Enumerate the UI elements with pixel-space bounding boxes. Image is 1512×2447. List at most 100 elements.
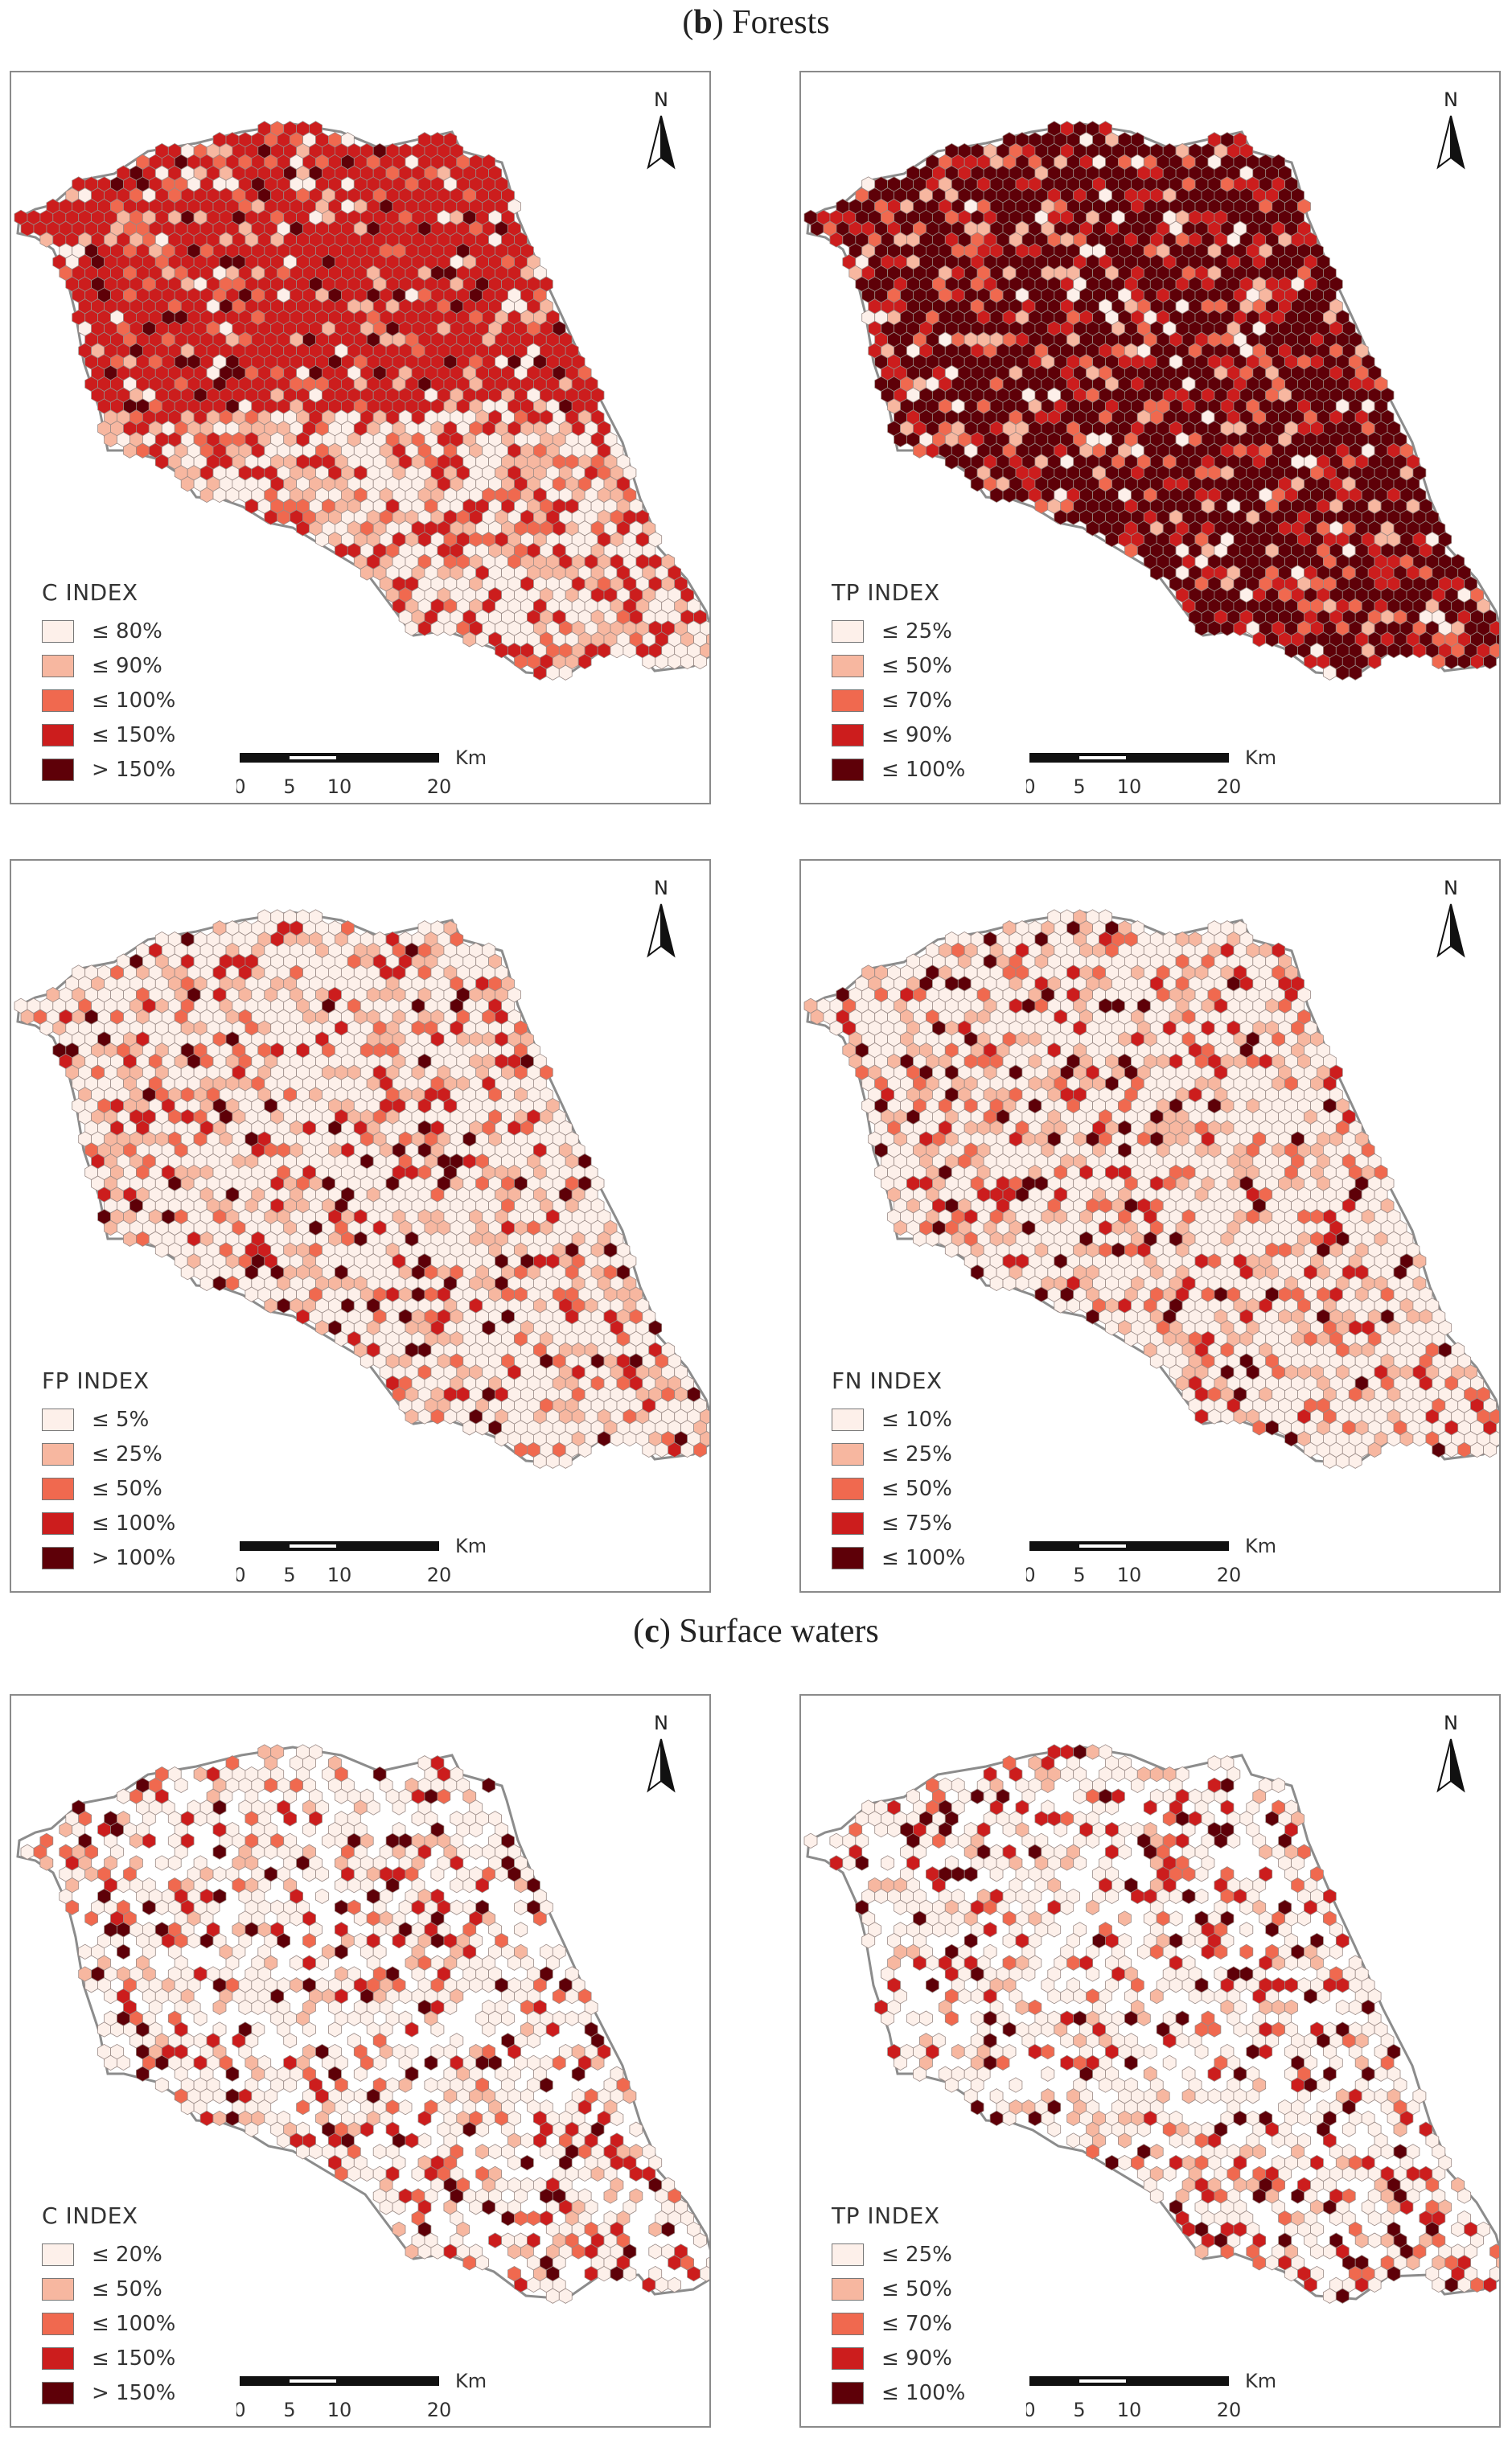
section-letter: b <box>693 4 713 41</box>
scale-tick-label: 0 <box>236 1564 246 1586</box>
legend-entry: ≤ 25% <box>832 614 965 648</box>
legend-entry: ≤ 100% <box>42 683 175 718</box>
hex-cell <box>680 1441 694 1458</box>
scale-tick-label: 5 <box>283 1564 295 1586</box>
legend-entry: > 100% <box>42 1540 175 1575</box>
map-panel-forests-c: NC INDEX≤ 80%≤ 90%≤ 100%≤ 150%> 150%0510… <box>10 71 711 804</box>
section-title-forests: (b) Forests <box>682 4 830 41</box>
hex-cell <box>154 1242 169 1258</box>
legend-label: ≤ 80% <box>92 619 162 644</box>
north-label: N <box>1444 88 1458 111</box>
section-name: Forests <box>732 4 830 41</box>
hex-cell <box>545 664 560 681</box>
scale-tick-label: 10 <box>327 775 352 798</box>
legend-entry: ≤ 25% <box>42 1437 175 1471</box>
scale-tick-label: 20 <box>1217 775 1242 798</box>
legend-label: ≤ 90% <box>881 722 952 747</box>
scale-tick-label: 20 <box>427 1564 452 1586</box>
legend-title: C INDEX <box>42 579 138 606</box>
legend-swatch <box>42 619 74 643</box>
north-label: N <box>654 88 668 111</box>
legend-swatch <box>42 689 74 712</box>
hex-cell <box>1220 620 1235 636</box>
hex-cell <box>405 1409 419 1425</box>
hex-cell <box>642 1441 656 1458</box>
legend-entry: ≤ 90% <box>42 648 175 683</box>
legend-swatch <box>42 723 74 746</box>
section-title-surface-waters: (c) Surface waters <box>633 1613 879 1650</box>
north-arrow-icon: N <box>637 88 685 177</box>
hex-cell <box>545 1453 560 1469</box>
legend-swatch <box>42 1546 74 1569</box>
legend-swatch <box>42 1408 74 1431</box>
scale-unit: Km <box>1245 746 1276 769</box>
legend-label: ≤ 50% <box>881 653 952 678</box>
legend-entry: ≤ 50% <box>832 648 965 683</box>
hex-cell <box>622 1430 637 1447</box>
legend-label: ≤ 70% <box>881 688 952 713</box>
north-arrow-icon: N <box>637 877 685 965</box>
legend-swatch <box>42 1442 74 1466</box>
hex-cell <box>1470 653 1484 670</box>
hex-cells <box>803 121 1499 681</box>
hex-cell <box>1496 633 1499 645</box>
hex-cell <box>1432 653 1446 670</box>
legend-label: ≤ 50% <box>92 1476 162 1501</box>
hex-cell <box>212 487 227 504</box>
legend-label: ≤ 100% <box>92 688 176 713</box>
map-legend: FP INDEX ≤ 5% ≤ 25% ≤ 50% ≤ 100% > 100% <box>42 1367 175 1575</box>
hex-cell <box>1194 620 1209 636</box>
hex-cell <box>1412 642 1427 659</box>
legend-swatch <box>42 1477 74 1500</box>
legend-entry: ≤ 90% <box>832 718 965 752</box>
hex-cell <box>1348 664 1362 681</box>
scale-unit: Km <box>455 1535 487 1557</box>
scale-tick-label: 5 <box>283 775 295 798</box>
legend-swatch <box>832 619 864 643</box>
north-arrow-icon: N <box>1427 88 1475 177</box>
map-panel-forests-fn: NFN INDEX≤ 10%≤ 25%≤ 50%≤ 75%≤ 100%05102… <box>799 859 1501 1593</box>
legend-swatch <box>42 654 74 677</box>
legend-entry: ≤ 80% <box>42 614 175 648</box>
legend-swatch <box>832 654 864 677</box>
hex-cell <box>693 653 707 670</box>
scale-tick-label: 0 <box>1026 775 1036 798</box>
map-panel-forests-tp: NTP INDEX≤ 25%≤ 50%≤ 70%≤ 90%≤ 100%05102… <box>799 71 1501 804</box>
scale-tick-label: 10 <box>327 1564 352 1586</box>
hex-cell <box>212 1275 227 1292</box>
legend-label: ≤ 25% <box>92 1441 162 1466</box>
scale-tick-label: 0 <box>236 775 246 798</box>
legend-label: ≤ 100% <box>92 1511 176 1536</box>
map-legend: TP INDEX ≤ 25% ≤ 50% ≤ 70% ≤ 90% ≤ 100% <box>832 579 965 787</box>
scale-unit: Km <box>455 746 487 769</box>
hex-cell <box>430 620 445 636</box>
legend-entry: ≤ 100% <box>832 752 965 787</box>
legend-entry: ≤ 100% <box>42 1506 175 1540</box>
hex-cell <box>944 454 959 470</box>
hex-cell <box>1367 653 1382 670</box>
scale-bar: 051020Km <box>1026 746 1364 803</box>
north-label: N <box>654 877 668 899</box>
legend-swatch <box>832 758 864 781</box>
section-letter: c <box>644 1613 659 1650</box>
hex-cell <box>680 653 694 670</box>
legend-swatch <box>42 1511 74 1535</box>
scale-tick-label: 20 <box>427 775 452 798</box>
legend-entry: ≤ 50% <box>42 1471 175 1506</box>
legend-label: ≤ 100% <box>881 757 966 782</box>
hex-cell <box>706 633 709 645</box>
hex-grid-map <box>14 121 709 681</box>
hex-cell <box>577 653 592 670</box>
hex-cell <box>154 454 169 470</box>
map-panel-forests-fp: NFP INDEX≤ 5%≤ 25%≤ 50%≤ 100%> 100%05102… <box>10 859 711 1593</box>
legend-entry: ≤ 150% <box>42 718 175 752</box>
hex-cell <box>558 664 573 681</box>
hex-cells <box>14 121 709 681</box>
legend-label: ≤ 90% <box>92 653 162 678</box>
legend-swatch <box>832 689 864 712</box>
legend-swatch <box>832 723 864 746</box>
legend-swatch <box>42 758 74 781</box>
hex-cell <box>1002 487 1017 504</box>
